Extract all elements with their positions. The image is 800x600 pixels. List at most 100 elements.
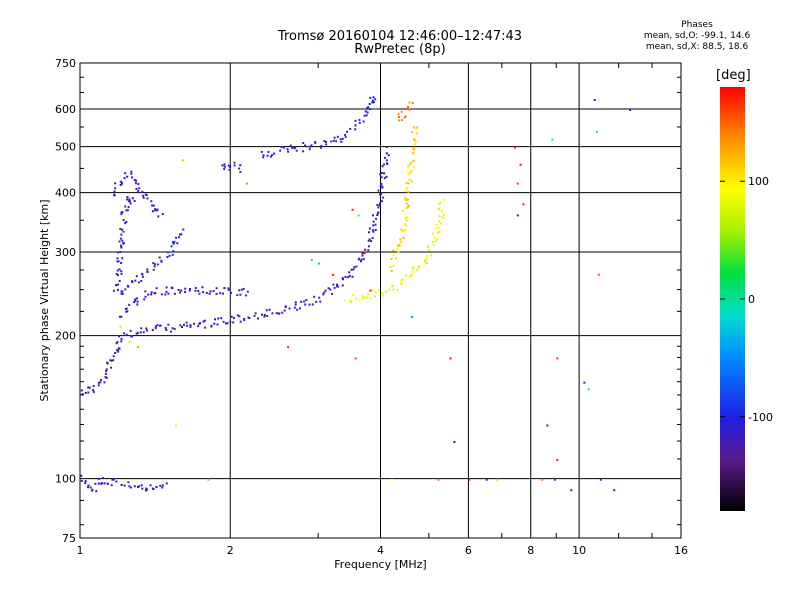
echo-point [126,209,129,212]
echo-point [401,209,404,212]
echo-point [183,323,185,326]
echo-point [354,128,357,131]
echo-point [118,240,121,243]
echo-point [405,224,408,227]
echo-point [121,211,124,214]
echo-point [351,275,354,278]
echo-point [159,324,162,327]
echo-point [332,139,335,142]
echo-point [145,327,148,330]
echo-point [424,259,427,262]
echo-point [105,377,108,379]
echo-point [372,100,375,103]
echo-point [385,146,388,149]
echo-point [376,214,379,216]
echo-point [385,159,388,162]
echo-point [253,314,256,317]
echo-point [331,293,334,295]
echo-point [120,484,123,486]
echo-point [405,202,408,205]
echo-point [112,359,115,362]
phase-stats: Phases mean, sd,O: -99.1, 14.6 mean, sd,… [602,20,792,53]
echo-point [365,114,368,117]
echo-point [377,189,380,192]
echo-point [213,322,216,325]
echo-point [325,143,328,146]
echo-point [308,148,311,151]
echo-point [172,250,175,253]
echo-point [165,482,168,485]
echo-point [105,368,108,371]
echo-point [413,147,416,150]
echo-point [152,262,155,265]
echo-point [135,275,138,278]
echo-point [597,273,600,276]
echo-point [146,488,149,491]
echo-point [438,230,441,233]
echo-point [124,205,127,208]
echo-point [434,227,437,230]
echo-point [197,325,200,328]
echo-point [299,307,301,310]
echo-point [374,98,377,101]
y-tick-label: 75 [62,532,76,545]
echo-point [323,140,326,143]
echo-point [261,313,263,316]
echo-point [320,146,322,149]
echo-point [411,102,414,105]
echo-point [194,287,197,289]
echo-point [134,279,137,282]
echo-point [121,293,124,295]
echo-point [87,391,90,394]
echo-point [318,262,321,265]
echo-point [140,280,143,282]
echo-point [522,203,525,206]
echo-point [410,316,413,318]
echo-point [427,245,430,247]
echo-point [119,227,122,230]
echo-point [266,315,269,317]
echo-point [379,202,381,205]
echo-point [342,278,344,281]
echo-point [184,287,187,290]
echo-point [411,147,414,150]
echo-point [351,208,354,211]
echo-point [392,288,395,291]
echo-point [257,317,259,320]
echo-point [173,240,176,243]
echo-point [431,241,434,244]
echo-point [225,322,227,325]
echo-point [407,106,409,108]
echo-point [295,149,298,152]
echo-point [583,381,586,384]
echo-point [407,190,410,193]
echo-point [229,320,232,323]
echo-point [233,161,236,164]
echo-point [131,176,134,179]
echo-point [332,283,335,286]
echo-point [127,285,130,288]
echo-point [133,301,136,303]
echo-point [341,277,344,280]
echo-point [408,173,410,176]
x-tick-label: 6 [465,544,472,557]
echo-point [153,265,156,268]
y-tick-label: 300 [55,246,76,259]
echo-point [150,200,153,203]
echo-point [209,290,212,293]
echo-point [182,228,185,231]
echo-point [185,321,188,324]
echo-point [436,238,439,241]
echo-point [152,268,155,271]
echo-point [364,110,367,113]
echo-point [242,287,245,290]
echo-point [149,484,152,487]
echo-point [375,291,377,294]
echo-point [556,459,559,461]
x-tick-label: 1 [77,544,84,557]
echo-point [153,292,156,295]
echo-point [333,286,336,289]
echo-point [449,357,452,360]
echo-point [88,386,91,389]
echo-point [587,388,590,391]
